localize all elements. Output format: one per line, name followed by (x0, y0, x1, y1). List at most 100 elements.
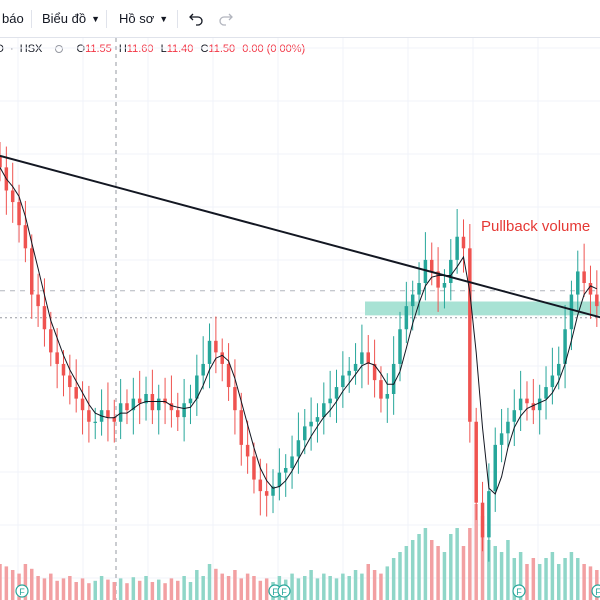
resistance-zone (365, 301, 600, 316)
candle-body (404, 306, 409, 330)
change-value: 0.00 (0.00%) (242, 43, 306, 55)
candle-body (156, 398, 161, 411)
volume-bar (493, 546, 497, 600)
candle-body (36, 294, 40, 307)
candle-body (556, 363, 561, 376)
candle-body (252, 456, 256, 480)
volume-bar (176, 580, 180, 600)
volume-bar (68, 576, 72, 600)
volume-bar (220, 573, 224, 600)
dividend-marker-icon (591, 584, 600, 598)
volume-bar (252, 576, 256, 600)
resistance-trendline (0, 154, 600, 319)
volume-bar (112, 582, 117, 600)
candle-body (17, 202, 21, 226)
candle-body (245, 444, 250, 457)
alerts-button[interactable]: báo (2, 9, 24, 29)
dividend-marker-icon (277, 584, 291, 598)
candle-body (195, 375, 199, 399)
volume-bar (518, 552, 523, 600)
indicators-dropdown[interactable]: Biểu đồ ▼ (42, 9, 100, 29)
volume-bar (303, 576, 307, 600)
alerts-label: báo (2, 11, 24, 26)
low-value: 11.40 (166, 43, 194, 55)
candle-body (144, 394, 148, 404)
candle-body (303, 426, 307, 441)
candle-body (309, 421, 313, 427)
volume-bar (93, 580, 97, 600)
candle-body (410, 294, 415, 307)
moving-average-line (0, 167, 598, 495)
undo-button[interactable] (186, 8, 208, 30)
high-value: 11.60 (126, 43, 154, 55)
volume-bar (10, 570, 15, 600)
candle-body (80, 398, 85, 411)
candle-body (512, 410, 517, 422)
candle-body (480, 502, 485, 538)
volume-bar (328, 576, 332, 600)
indicators-label: Biểu đồ (42, 11, 87, 26)
volume-bar (423, 528, 428, 600)
volume-bar (417, 534, 421, 600)
redo-button[interactable] (214, 8, 236, 30)
pullback-volume-annotation: Pullback volume (481, 218, 591, 235)
candle-body (353, 363, 358, 371)
toolbar-divider (106, 10, 107, 28)
candle-body (430, 259, 434, 272)
candle-body (493, 444, 497, 492)
dividend-marker-label: F (272, 587, 278, 597)
dividend-marker-label: F (516, 587, 522, 597)
top-toolbar: báo Biểu đồ ▼ Hồ sơ ▼ (0, 0, 600, 38)
candle-body (372, 363, 377, 381)
low-label: L (160, 43, 167, 55)
exchange-label: HSX (19, 43, 43, 55)
volume-bar (506, 540, 510, 600)
volume-bar (226, 576, 231, 600)
volume-bar (137, 580, 142, 600)
candle-body (150, 394, 155, 411)
volume-bar (188, 582, 193, 600)
candle-body (118, 403, 123, 422)
volume-bar (372, 570, 377, 600)
chevron-down-icon: ▼ (159, 14, 169, 24)
candle-body (576, 271, 580, 295)
templates-label: Hồ sơ (119, 11, 155, 26)
candle-body (220, 352, 224, 364)
open-value: 11.55 (85, 43, 112, 55)
candle-body (544, 387, 548, 399)
candle-body (137, 398, 142, 404)
volume-bar (201, 576, 205, 600)
volume-bar (576, 558, 580, 600)
volume-bar (118, 578, 123, 600)
volume-bar (0, 564, 2, 600)
candle-body (366, 352, 370, 364)
volume-bar (353, 570, 358, 600)
volume-bar (556, 564, 561, 600)
candle-body (550, 375, 555, 388)
volume-bar (4, 566, 9, 600)
candle-body (436, 271, 440, 288)
candle-body (201, 363, 205, 376)
volume-bar (531, 558, 536, 600)
candle-body (277, 472, 282, 487)
volume-bar (182, 576, 186, 600)
symbol-fragment: D (0, 43, 4, 55)
templates-dropdown[interactable]: Hồ sơ ▼ (119, 9, 168, 29)
candle-body (214, 340, 218, 353)
candle-body (537, 398, 542, 411)
volume-bar (195, 570, 199, 600)
candle-body (188, 398, 193, 404)
volume-bar (214, 568, 218, 600)
volume-bar (264, 578, 269, 600)
candle-body (595, 294, 599, 307)
candle-body (283, 468, 288, 473)
volume-bar (322, 573, 326, 600)
candle-body (417, 283, 421, 295)
volume-bar (461, 546, 466, 600)
volume-bar (99, 576, 104, 600)
volume-bar (290, 573, 294, 600)
resistance-zone-layer (365, 301, 600, 316)
candle-body (569, 294, 574, 330)
volume-bar (207, 564, 212, 600)
